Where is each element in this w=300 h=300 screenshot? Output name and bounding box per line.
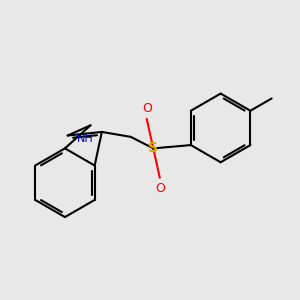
Text: S: S	[148, 141, 158, 155]
Text: O: O	[142, 102, 152, 115]
Text: NH: NH	[77, 134, 94, 144]
Text: O: O	[155, 182, 165, 195]
